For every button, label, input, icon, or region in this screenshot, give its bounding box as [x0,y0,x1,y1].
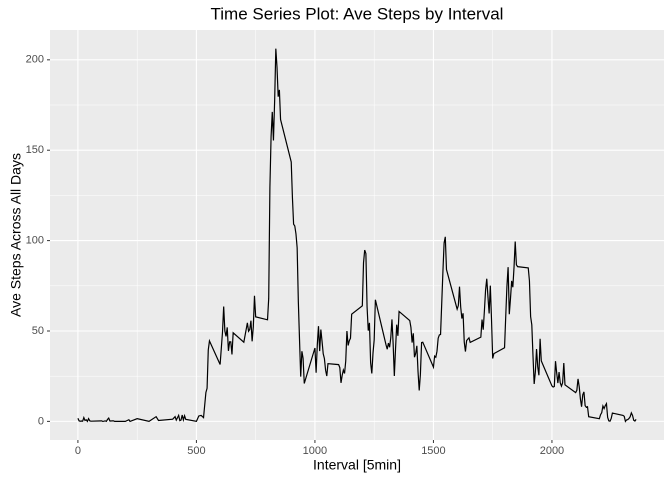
y-tick-label: 150 [26,144,44,156]
x-tick-label: 1500 [421,445,445,457]
x-tick-label: 1000 [303,445,327,457]
data-line [77,48,637,423]
chart-title: Time Series Plot: Ave Steps by Interval [211,4,504,23]
x-tick-label: 2000 [540,445,564,457]
y-axis-label: Ave Steps Across All Days [8,153,24,317]
y-tick-label: 100 [26,235,44,247]
x-axis-label: Interval [5min] [313,457,401,473]
plot-panel [50,30,664,440]
y-tick-label: 200 [26,54,44,66]
x-tick-label: 500 [187,445,205,457]
y-tick-label: 50 [32,325,44,337]
y-tick-label: 0 [38,415,44,427]
x-tick-label: 0 [75,445,81,457]
